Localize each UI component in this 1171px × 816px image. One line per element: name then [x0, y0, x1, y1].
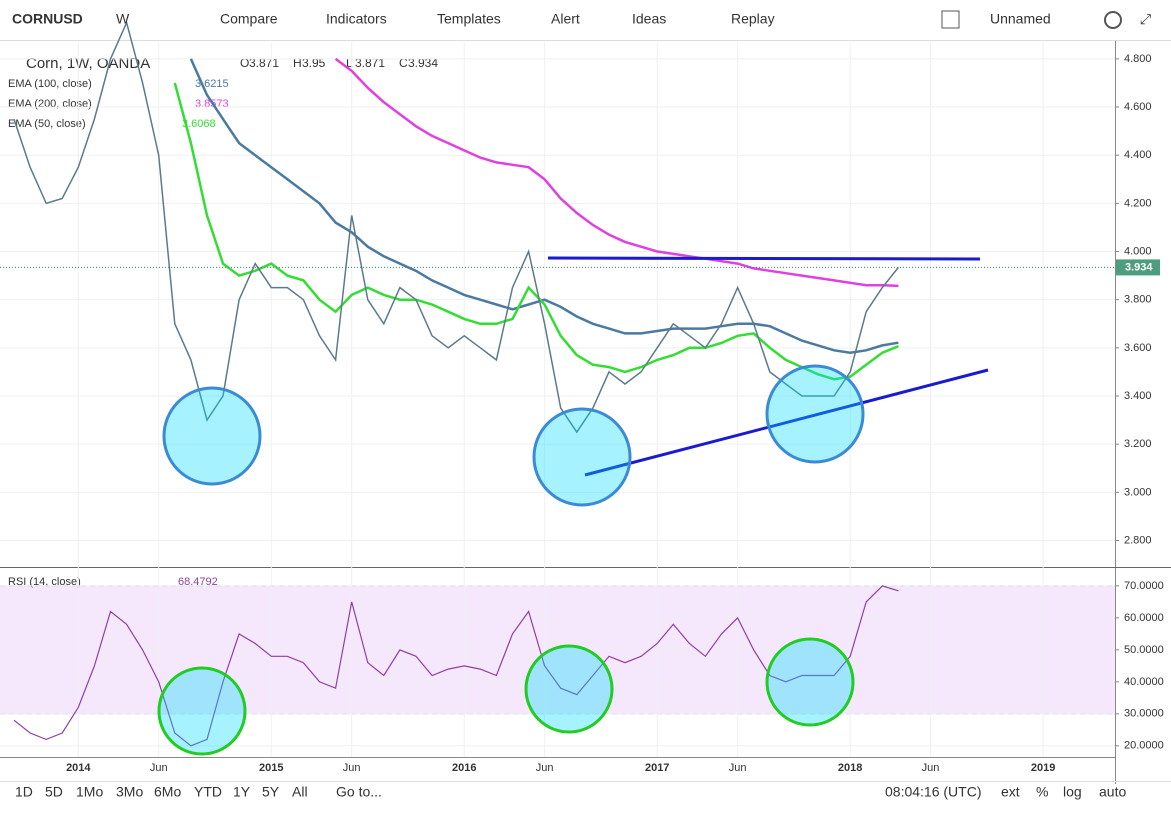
range-button[interactable]: 3Mo — [116, 784, 143, 800]
y-tick-label: 4.000 — [1124, 245, 1152, 257]
x-tick-label: Jun — [343, 762, 361, 774]
highlight-circle — [162, 386, 262, 486]
toolbar-button[interactable]: Alert — [551, 11, 580, 27]
layout-name[interactable]: Unnamed — [990, 11, 1051, 27]
rsi-title: RSI (14, close) — [8, 576, 81, 588]
toolbar-button[interactable]: Templates — [437, 11, 501, 27]
highlight-circle — [765, 364, 865, 464]
toolbar-button[interactable]: Compare — [220, 11, 278, 27]
fullscreen-icon[interactable] — [941, 10, 960, 29]
axis-option[interactable]: auto — [1099, 784, 1126, 800]
legend-entry: EMA (100, close) — [8, 78, 92, 90]
last-price-box — [1116, 259, 1160, 276]
ohlc-label: C — [399, 56, 408, 70]
range-button[interactable]: 6Mo — [154, 784, 181, 800]
expand-icon[interactable]: ⤢ — [1140, 11, 1151, 27]
highlight-circle — [765, 637, 855, 727]
highlight-circle — [524, 644, 614, 734]
ohlc-value: 3.95 — [302, 56, 326, 70]
y-tick-label: 3.400 — [1124, 390, 1152, 402]
y-tick-label: 3.000 — [1124, 486, 1152, 498]
x-tick-label: 2017 — [645, 762, 669, 774]
y-tick-label: 60.0000 — [1124, 612, 1164, 624]
y-tick-label: 70.0000 — [1124, 580, 1164, 592]
x-tick-label: 2015 — [259, 762, 283, 774]
y-tick-label: 50.0000 — [1124, 644, 1164, 656]
y-tick-label: 2.800 — [1124, 534, 1152, 546]
rsi-value: 68.4792 — [178, 576, 218, 588]
range-button[interactable]: 5Y — [262, 784, 280, 800]
ema-line — [189, 58, 899, 354]
y-tick-label: 30.0000 — [1124, 708, 1164, 720]
ohlc-value: 3.934 — [408, 56, 438, 70]
y-tick-label: 40.0000 — [1124, 676, 1164, 688]
y-tick-label: 3.800 — [1124, 294, 1152, 306]
trend-line — [584, 368, 989, 477]
range-button[interactable]: 5D — [45, 784, 63, 800]
ema-line — [173, 82, 899, 381]
toolbar-button[interactable]: Replay — [731, 11, 775, 27]
toolbar-button[interactable]: Ideas — [632, 11, 666, 27]
y-tick-label: 4.200 — [1124, 197, 1152, 209]
chart-title: Corn, 1W, OANDA — [26, 55, 150, 72]
axis-option[interactable]: ext — [1001, 784, 1020, 800]
range-button[interactable]: All — [292, 784, 308, 800]
ohlc-label: H — [293, 56, 302, 70]
y-tick-label: 3.200 — [1124, 438, 1152, 450]
legend-entry: EMA (200, close) — [8, 98, 92, 110]
symbol[interactable]: CORNUSD — [12, 11, 83, 27]
ohlc-value: 3.871 — [249, 56, 279, 70]
range-button[interactable]: 1Mo — [76, 784, 103, 800]
y-tick-label: 4.800 — [1124, 53, 1152, 65]
y-tick-label: 20.0000 — [1124, 740, 1164, 752]
ohlc-label: L — [346, 56, 353, 70]
ema-line — [334, 57, 899, 288]
toolbar — [0, 0, 1171, 40]
legend-entry: EMA (50, close) — [8, 118, 86, 130]
settings-icon[interactable] — [1104, 11, 1122, 29]
rsi-line — [13, 585, 899, 747]
y-tick-label: 3.600 — [1124, 342, 1152, 354]
clock: 08:04:16 (UTC) — [885, 784, 981, 800]
highlight-circle — [157, 666, 247, 756]
ohlc-value: 3.871 — [355, 56, 385, 70]
range-button[interactable]: 1Y — [233, 784, 251, 800]
x-tick-label: 2018 — [838, 762, 862, 774]
x-tick-label: Jun — [922, 762, 940, 774]
axis-option[interactable]: log — [1063, 784, 1082, 800]
range-button[interactable]: YTD — [194, 784, 222, 800]
last-price-label: 3.934 — [1125, 261, 1153, 273]
x-tick-label: 2014 — [66, 762, 91, 774]
interval[interactable]: W — [116, 11, 130, 27]
range-button[interactable]: 1D — [15, 784, 33, 800]
x-tick-label: 2019 — [1031, 762, 1055, 774]
price-line — [13, 20, 899, 434]
resistance-line — [547, 256, 981, 261]
toolbar-button[interactable]: Indicators — [326, 11, 387, 27]
x-tick-label: Jun — [729, 762, 747, 774]
goto[interactable]: Go to... — [336, 784, 382, 800]
ohlc-label: O — [240, 56, 249, 70]
x-tick-label: Jun — [150, 762, 168, 774]
axis-option[interactable]: % — [1036, 784, 1048, 800]
x-tick-label: 2016 — [452, 762, 476, 774]
x-tick-label: Jun — [536, 762, 554, 774]
legend-value: 3.6068 — [182, 118, 216, 130]
y-tick-label: 4.400 — [1124, 149, 1152, 161]
highlight-circle — [532, 407, 632, 507]
y-tick-label: 4.600 — [1124, 101, 1152, 113]
